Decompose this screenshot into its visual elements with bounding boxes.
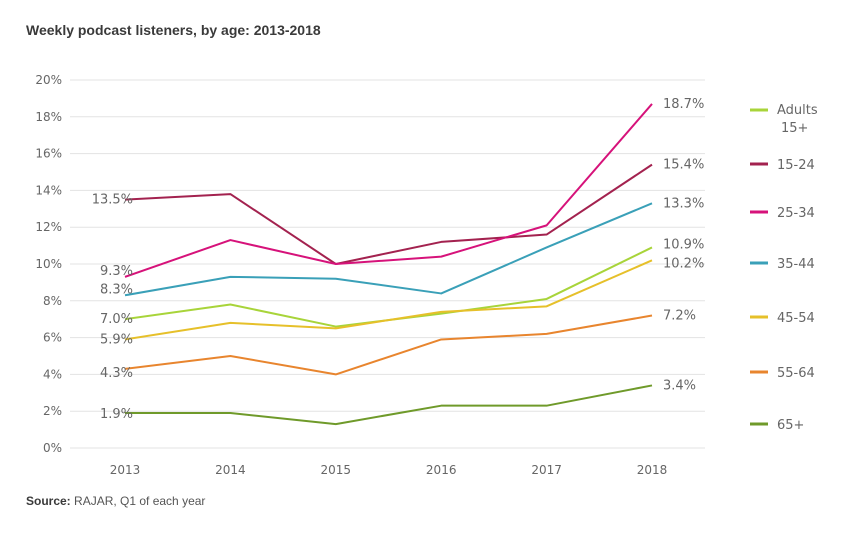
y-tick-label: 16%	[35, 147, 62, 161]
y-tick-label: 2%	[43, 404, 62, 418]
x-tick-label: 2017	[531, 463, 562, 477]
data-label: 18.7%	[663, 97, 704, 112]
x-tick-label: 2018	[637, 463, 668, 477]
y-tick-label: 20%	[35, 73, 62, 87]
y-tick-label: 12%	[35, 220, 62, 234]
data-label: 7.2%	[663, 309, 696, 324]
source-label: Source:	[26, 494, 71, 508]
source-text: RAJAR, Q1 of each year	[70, 494, 206, 508]
y-tick-label: 0%	[43, 441, 62, 455]
x-tick-label: 2016	[426, 463, 457, 477]
y-tick-label: 14%	[35, 183, 62, 197]
legend-label: 55-64	[777, 366, 815, 381]
data-label: 10.2%	[663, 256, 704, 271]
y-tick-label: 18%	[35, 110, 62, 124]
legend-label: 45-54	[777, 311, 815, 326]
series-line-15-24	[124, 163, 653, 265]
data-label: 13.3%	[663, 196, 704, 211]
y-tick-label: 8%	[43, 294, 62, 308]
source-note: Source: RAJAR, Q1 of each year	[26, 494, 205, 508]
data-label: 9.3%	[100, 264, 133, 279]
y-tick-label: 4%	[43, 367, 62, 381]
data-label: 7.0%	[100, 312, 133, 327]
legend-label: 25-34	[777, 206, 815, 221]
series-line-35-44	[124, 202, 653, 297]
legend-label: 35-44	[777, 257, 815, 272]
data-label: 8.3%	[100, 282, 133, 297]
data-label: 10.9%	[663, 237, 704, 252]
y-tick-label: 10%	[35, 257, 62, 271]
series-line-55-64	[124, 314, 653, 376]
data-label: 1.9%	[100, 407, 133, 422]
data-label: 5.9%	[100, 332, 133, 347]
x-tick-label: 2014	[215, 463, 246, 477]
data-label: 3.4%	[663, 378, 696, 393]
series-line-65-	[125, 384, 653, 426]
x-tick-label: 2015	[321, 463, 352, 477]
legend-label: 15-24	[777, 158, 815, 173]
data-label: 13.5%	[92, 193, 133, 208]
data-label: 15.4%	[663, 158, 704, 173]
series-line-45-54	[124, 259, 653, 341]
y-tick-label: 6%	[43, 331, 62, 345]
data-label: 4.3%	[100, 366, 133, 381]
legend-label: Adults 15+	[777, 103, 818, 136]
x-tick-label: 2013	[110, 463, 141, 477]
chart-title: Weekly podcast listeners, by age: 2013-2…	[26, 22, 321, 38]
series-line-25-34	[124, 103, 653, 278]
legend-label: 65+	[777, 418, 804, 433]
